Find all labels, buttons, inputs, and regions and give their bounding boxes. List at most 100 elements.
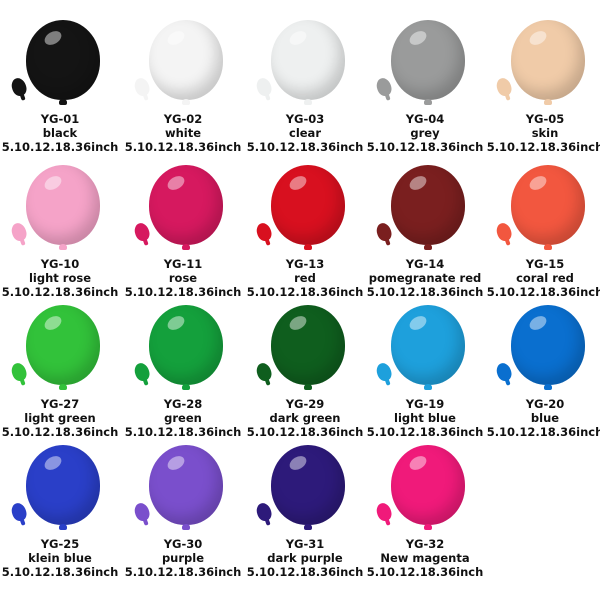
sizes: 5.10.12.18.36inch (246, 140, 364, 154)
color-name: pomegranate red (368, 271, 482, 285)
deflated-balloon-image (254, 501, 274, 523)
balloon-knot (59, 244, 67, 250)
balloon-image (511, 20, 585, 100)
sizes: 5.10.12.18.36inch (486, 140, 600, 154)
deflated-balloon-image (494, 76, 514, 98)
deflated-balloon-image (9, 221, 29, 243)
sizes: 5.10.12.18.36inch (124, 140, 242, 154)
balloon-swatch: YG-02 white 5.10.12.18.36inch (123, 20, 243, 165)
balloon-knot (424, 384, 432, 390)
balloon-knot (544, 244, 552, 250)
color-code: YG-32 (405, 537, 445, 551)
sizes: 5.10.12.18.36inch (124, 425, 242, 439)
balloon-knot (59, 384, 67, 390)
sizes: 5.10.12.18.36inch (366, 285, 484, 299)
color-name: dark purple (267, 551, 343, 565)
balloon-swatch: YG-10 light rose 5.10.12.18.36inch (0, 165, 120, 310)
balloon-image (149, 20, 223, 100)
balloon-swatch: YG-03 clear 5.10.12.18.36inch (245, 20, 365, 165)
balloon-knot (182, 524, 190, 530)
balloon-image (26, 20, 100, 100)
balloon-image (391, 20, 465, 100)
balloon-swatch: YG-11 rose 5.10.12.18.36inch (123, 165, 243, 310)
balloon-knot (182, 99, 190, 105)
sizes: 5.10.12.18.36inch (124, 285, 242, 299)
color-name: klein blue (28, 551, 92, 565)
deflated-balloon-image (132, 221, 152, 243)
deflated-balloon-image (9, 361, 29, 383)
balloon-image (271, 165, 345, 245)
color-name: New magenta (380, 551, 470, 565)
balloon-swatch: YG-01 black 5.10.12.18.36inch (0, 20, 120, 165)
balloon-swatch: YG-15 coral red 5.10.12.18.36inch (485, 165, 600, 310)
color-code: YG-05 (525, 112, 565, 126)
color-name: coral red (516, 271, 574, 285)
balloon-swatch: YG-20 blue 5.10.12.18.36inch (485, 305, 600, 450)
balloon-image (149, 165, 223, 245)
balloon-image (511, 165, 585, 245)
deflated-balloon-image (132, 76, 152, 98)
deflated-balloon-image (254, 221, 274, 243)
balloon-knot (424, 99, 432, 105)
color-name: clear (289, 126, 321, 140)
color-code: YG-01 (40, 112, 80, 126)
balloon-image (26, 445, 100, 525)
balloon-knot (182, 384, 190, 390)
color-name: black (42, 126, 78, 140)
balloon-image (26, 305, 100, 385)
sizes: 5.10.12.18.36inch (366, 425, 484, 439)
deflated-balloon-image (254, 76, 274, 98)
sizes: 5.10.12.18.36inch (124, 565, 242, 579)
color-code: YG-27 (40, 397, 80, 411)
color-code: YG-29 (285, 397, 325, 411)
color-name: white (164, 126, 202, 140)
color-code: YG-11 (163, 257, 203, 271)
color-name: light blue (394, 411, 456, 425)
balloon-swatch: YG-05 skin 5.10.12.18.36inch (485, 20, 600, 165)
color-name: dark green (269, 411, 341, 425)
color-name: green (164, 411, 202, 425)
sizes: 5.10.12.18.36inch (486, 285, 600, 299)
balloon-swatch: YG-25 klein blue 5.10.12.18.36inch (0, 445, 120, 590)
balloon-knot (304, 99, 312, 105)
balloon-knot (182, 244, 190, 250)
balloon-image (149, 445, 223, 525)
balloon-swatch: YG-30 purple 5.10.12.18.36inch (123, 445, 243, 590)
sizes: 5.10.12.18.36inch (1, 425, 119, 439)
deflated-balloon-image (9, 76, 29, 98)
balloon-image (271, 445, 345, 525)
deflated-balloon-image (374, 221, 394, 243)
color-name: red (294, 271, 316, 285)
balloon-image (391, 305, 465, 385)
color-code: YG-19 (405, 397, 445, 411)
balloon-image (271, 20, 345, 100)
balloon-swatch: YG-31 dark purple 5.10.12.18.36inch (245, 445, 365, 590)
deflated-balloon-image (494, 361, 514, 383)
sizes: 5.10.12.18.36inch (486, 425, 600, 439)
color-code: YG-03 (285, 112, 325, 126)
deflated-balloon-image (254, 361, 274, 383)
balloon-knot (304, 524, 312, 530)
balloon-knot (544, 384, 552, 390)
balloon-knot (59, 99, 67, 105)
balloon-swatch: YG-04 grey 5.10.12.18.36inch (365, 20, 485, 165)
color-code: YG-10 (40, 257, 80, 271)
color-code: YG-30 (163, 537, 203, 551)
color-code: YG-14 (405, 257, 445, 271)
balloon-knot (304, 384, 312, 390)
deflated-balloon-image (374, 501, 394, 523)
balloon-image (511, 305, 585, 385)
color-code: YG-28 (163, 397, 203, 411)
deflated-balloon-image (494, 221, 514, 243)
deflated-balloon-image (9, 501, 29, 523)
balloon-knot (304, 244, 312, 250)
sizes: 5.10.12.18.36inch (246, 565, 364, 579)
balloon-image (391, 445, 465, 525)
color-code: YG-20 (525, 397, 565, 411)
balloon-swatch: YG-14 pomegranate red 5.10.12.18.36inch (365, 165, 485, 310)
balloon-swatch: YG-28 green 5.10.12.18.36inch (123, 305, 243, 450)
deflated-balloon-image (132, 501, 152, 523)
balloon-swatch: YG-19 light blue 5.10.12.18.36inch (365, 305, 485, 450)
balloon-image (271, 305, 345, 385)
deflated-balloon-image (374, 361, 394, 383)
